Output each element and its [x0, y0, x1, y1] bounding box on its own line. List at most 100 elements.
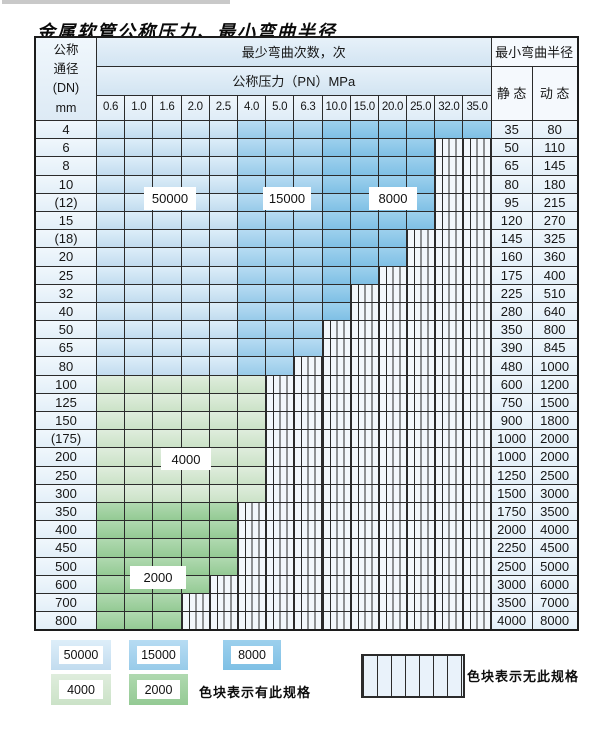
pn-cell: [294, 557, 322, 575]
dn-cell: 400: [36, 521, 96, 539]
pn-cell: [181, 230, 209, 248]
dynamic-value-cell: 1800: [532, 412, 577, 430]
pn-cell: [378, 521, 407, 539]
pn-cell: [407, 248, 435, 266]
pn-cell: [463, 175, 491, 193]
pn-cell: [153, 502, 181, 521]
pn-cell: [378, 393, 407, 411]
pn-cell: [294, 284, 322, 302]
pn-cell: [322, 448, 350, 466]
pn-cell: [463, 357, 491, 375]
pn-cell: [378, 248, 407, 266]
pn-col-header: 10.0: [322, 96, 350, 120]
pn-cell: [435, 448, 463, 466]
pn-cell: [266, 375, 294, 393]
pn-cell: [322, 521, 350, 539]
dynamic-value-cell: 215: [532, 193, 577, 211]
pn-cell: [378, 230, 407, 248]
static-value-cell: 1000: [491, 430, 532, 448]
pn-cell: [266, 448, 294, 466]
pn-cell: [237, 484, 266, 502]
pn-cell: [435, 248, 463, 266]
pn-cell: [266, 593, 294, 612]
pn-cell: [463, 502, 491, 521]
pn-cell: [322, 393, 350, 411]
legend-swatch-2000: 2000: [129, 674, 188, 705]
pn-cell: [435, 612, 463, 630]
pn-cell: [350, 502, 378, 521]
pn-cell: [237, 175, 266, 193]
dynamic-value-cell: 400: [532, 266, 577, 284]
dynamic-value-cell: 3500: [532, 502, 577, 521]
pn-cell: [266, 266, 294, 284]
pn-cell: [181, 521, 209, 539]
pn-cell: [125, 302, 153, 321]
pn-cell: [463, 612, 491, 630]
pn-cell: [97, 539, 125, 557]
pn-cell: [266, 393, 294, 411]
static-value-cell: 175: [491, 266, 532, 284]
scan-edge-strip: [2, 0, 230, 4]
pn-cell: [435, 393, 463, 411]
pn-cell: [237, 593, 266, 612]
pn-cell: [350, 466, 378, 484]
pn-cell: [350, 357, 378, 375]
pn-cell: [378, 466, 407, 484]
pn-cell: [378, 157, 407, 175]
pn-cell: [97, 375, 125, 393]
pn-cell: [209, 593, 237, 612]
dynamic-value-cell: 110: [532, 139, 577, 157]
pn-cell: [97, 193, 125, 211]
pn-cell: [266, 557, 294, 575]
pn-cell: [407, 521, 435, 539]
legend-present-note: 色块表示有此规格: [199, 685, 312, 700]
pn-cell: [294, 430, 322, 448]
pn-cell: [237, 448, 266, 466]
pn-cell: [463, 339, 491, 357]
pn-cell: [378, 357, 407, 375]
dynamic-value-cell: 1200: [532, 375, 577, 393]
pn-cell: [97, 448, 125, 466]
pn-cell: [350, 412, 378, 430]
pn-cell: [294, 302, 322, 321]
pn-cell: [237, 502, 266, 521]
pn-cell: [435, 121, 463, 139]
pn-cell: [97, 339, 125, 357]
pn-cell: [407, 575, 435, 593]
pn-cell: [407, 412, 435, 430]
pn-cell: [266, 211, 294, 230]
dn-cell: 125: [36, 393, 96, 411]
pn-cell: [322, 357, 350, 375]
pn-cell: [266, 321, 294, 339]
pn-cell: [153, 139, 181, 157]
pn-cell: [407, 593, 435, 612]
pn-cell: [237, 248, 266, 266]
pn-cell: [322, 466, 350, 484]
pn-cell: [407, 448, 435, 466]
static-value-cell: 750: [491, 393, 532, 411]
pn-cell: [407, 539, 435, 557]
pn-cell: [322, 375, 350, 393]
pn-cell: [294, 121, 322, 139]
pn-cell: [153, 593, 181, 612]
pn-cell: [294, 357, 322, 375]
pn-cell: [181, 266, 209, 284]
pn-cell: [435, 430, 463, 448]
pn-cell: [125, 484, 153, 502]
dynamic-value-cell: 640: [532, 302, 577, 321]
pn-cell: [97, 157, 125, 175]
pn-cell: [435, 302, 463, 321]
pn-cell: [153, 430, 181, 448]
static-value-cell: 2000: [491, 521, 532, 539]
dn-cell: 600: [36, 575, 96, 593]
pn-cell: [97, 284, 125, 302]
pn-cell: [407, 321, 435, 339]
pn-cell: [350, 539, 378, 557]
static-value-cell: 35: [491, 121, 532, 139]
pn-cell: [97, 302, 125, 321]
dynamic-value-cell: 360: [532, 248, 577, 266]
pn-cell: [378, 211, 407, 230]
pn-cell: [153, 339, 181, 357]
pn-cell: [378, 484, 407, 502]
pn-cell: [407, 375, 435, 393]
